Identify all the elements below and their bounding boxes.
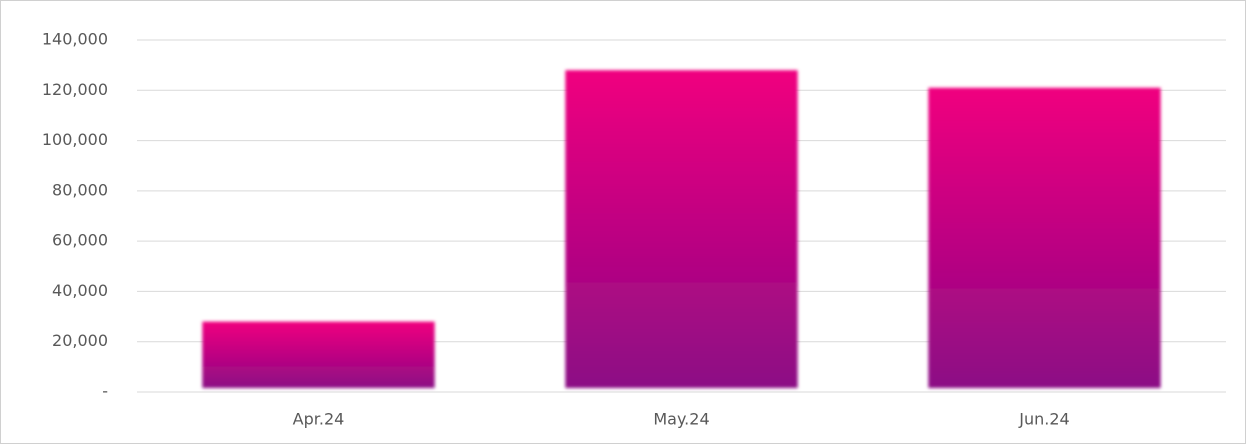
x-tick-label: May.24	[653, 410, 709, 429]
y-tick-label: 40,000	[52, 281, 108, 300]
x-tick-label: Apr.24	[293, 410, 345, 429]
y-tick-label: 20,000	[52, 331, 108, 350]
y-tick-label: 80,000	[52, 180, 108, 199]
x-tick-label: Jun.24	[1018, 410, 1069, 429]
y-tick-label: 140,000	[42, 30, 108, 49]
bar	[565, 70, 798, 389]
y-tick-label: 120,000	[42, 80, 108, 99]
y-tick-label: 60,000	[52, 231, 108, 250]
bar	[928, 87, 1161, 389]
bar	[202, 321, 435, 388]
y-tick-label: -	[102, 382, 108, 401]
y-tick-label: 100,000	[42, 130, 108, 149]
